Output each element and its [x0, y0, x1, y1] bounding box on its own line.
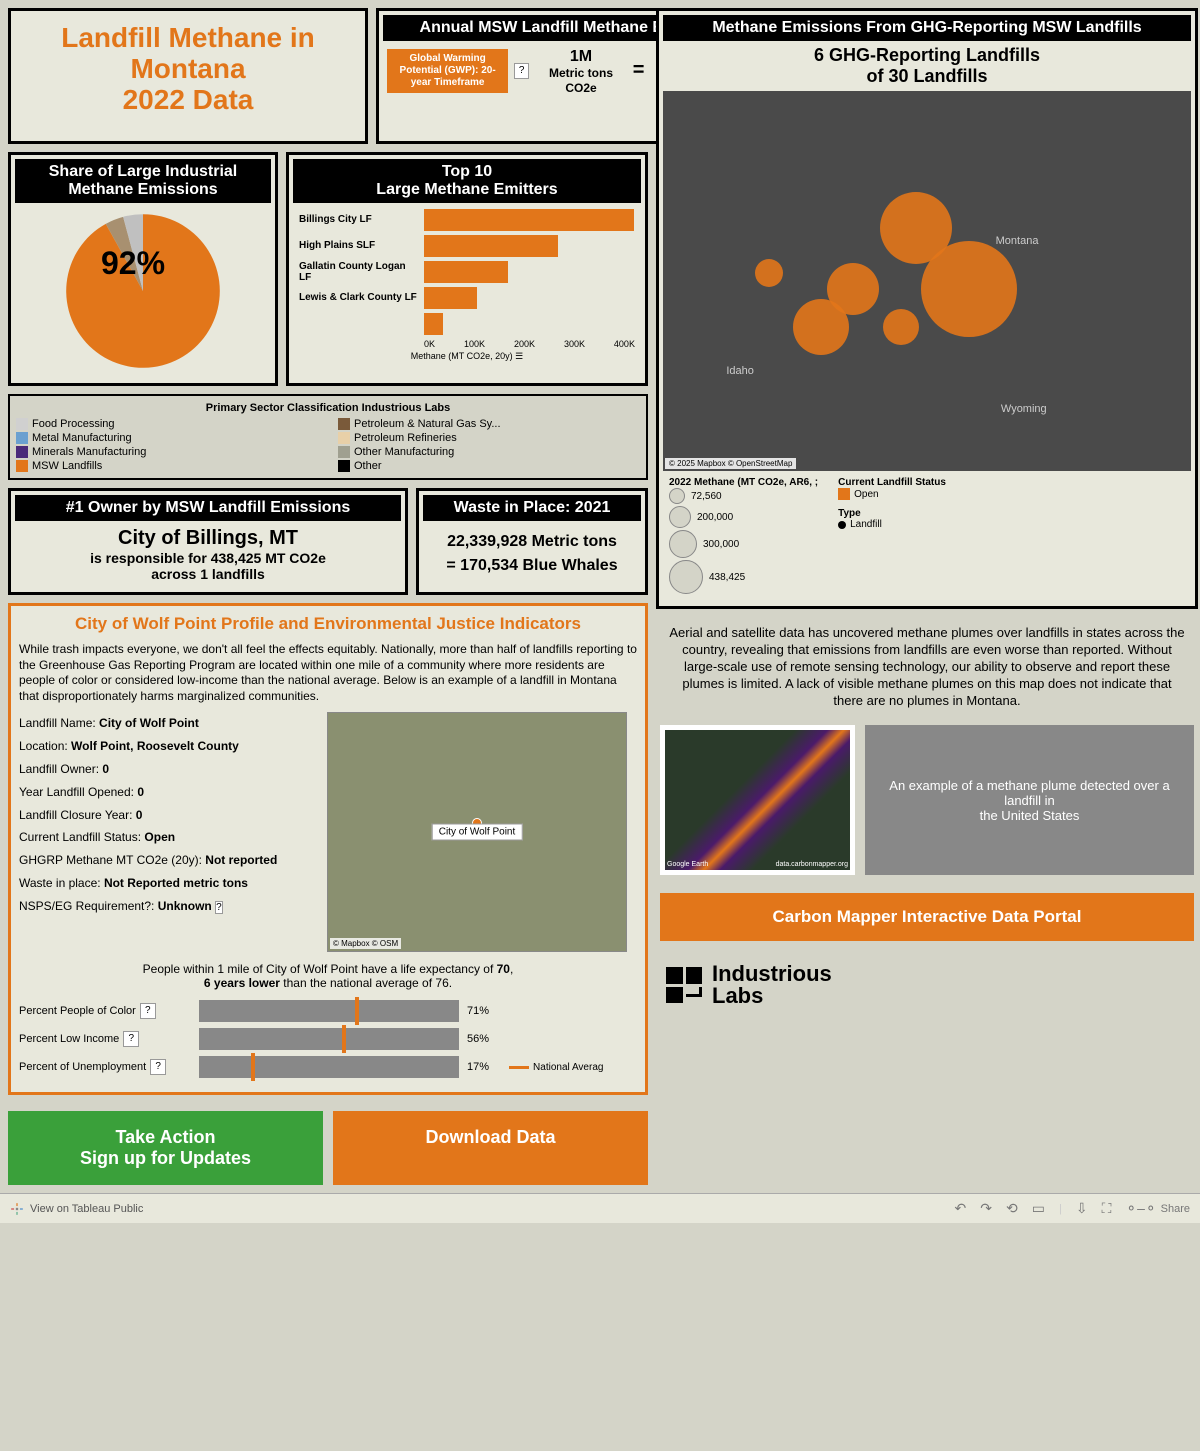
take-action-button[interactable]: Take Action Sign up for Updates — [8, 1111, 323, 1185]
life-expectancy: People within 1 mile of City of Wolf Poi… — [19, 962, 637, 990]
gwp-box: Global Warming Potential (GWP): 20-year … — [387, 49, 508, 93]
download-icon[interactable]: ⇩ — [1076, 1200, 1088, 1217]
owner-header: #1 Owner by MSW Landfill Emissions — [15, 495, 401, 521]
map-legends: 2022 Methane (MT CO2e, AR6, ; 72,560200,… — [663, 471, 1191, 602]
view-tableau-link[interactable]: View on Tableau Public — [10, 1202, 143, 1216]
equals: = — [633, 59, 645, 82]
download-button[interactable]: Download Data — [333, 1111, 648, 1185]
satellite-map[interactable]: City of Wolf Point © Mapbox © OSM — [327, 712, 627, 952]
waste-header: Waste in Place: 2021 — [423, 495, 641, 521]
bar-chart: Billings City LFHigh Plains SLFGallatin … — [293, 203, 641, 368]
share-button[interactable]: ⚬‒⚬ Share — [1125, 1200, 1190, 1217]
bar-header: Top 10 Large Methane Emitters — [293, 159, 641, 203]
pie-pct: 92% — [101, 245, 165, 282]
reset-icon[interactable]: ⟲ — [1006, 1200, 1018, 1217]
ej-header: City of Wolf Point Profile and Environme… — [19, 614, 637, 634]
sat-attr: © Mapbox © OSM — [330, 938, 401, 949]
pause-icon[interactable]: ▭ — [1032, 1200, 1045, 1217]
pie-chart — [63, 211, 223, 371]
main-title: Landfill Methane in Montana 2022 Data — [15, 15, 361, 123]
map-header: Methane Emissions From GHG-Reporting MSW… — [663, 15, 1191, 41]
plume-caption: An example of a methane plume detected o… — [865, 725, 1194, 875]
map-sub: 6 GHG-Reporting Landfills of 30 Landfill… — [663, 41, 1191, 91]
logo: Industrious Labs — [656, 959, 1198, 1011]
aerial-text: Aerial and satellite data has uncovered … — [656, 617, 1198, 717]
metric-co2e: 1MMetric tons CO2e — [535, 47, 627, 95]
sat-label: City of Wolf Point — [432, 824, 523, 841]
fullscreen-icon[interactable]: ⛶ — [1102, 1200, 1112, 1217]
waste-box: 22,339,928 Metric tons = 170,534 Blue Wh… — [423, 521, 641, 581]
ej-intro: While trash impacts everyone, we don't a… — [19, 642, 637, 704]
tableau-icon — [10, 1202, 24, 1216]
main-map[interactable]: © 2025 Mapbox © OpenStreetMap MontanaIda… — [663, 91, 1191, 471]
plume-image: Google Earth data.carbonmapper.org — [660, 725, 855, 875]
logo-icon — [666, 967, 702, 1003]
pie-header: Share of Large Industrial Methane Emissi… — [15, 159, 271, 203]
ej-fields: Landfill Name: City of Wolf PointLocatio… — [19, 712, 319, 952]
legend: Primary Sector Classification Industriou… — [8, 394, 648, 480]
carbon-mapper-button[interactable]: Carbon Mapper Interactive Data Portal — [660, 893, 1194, 941]
owner-box: City of Billings, MT is responsible for … — [15, 521, 401, 588]
undo-icon[interactable]: ↶ — [955, 1200, 967, 1217]
redo-icon[interactable]: ↷ — [980, 1200, 992, 1217]
map-attr: © 2025 Mapbox © OpenStreetMap — [665, 458, 796, 469]
help-icon[interactable]: ? — [514, 63, 529, 79]
ej-bars: Percent People of Color ?71%Percent Low … — [19, 1000, 637, 1078]
